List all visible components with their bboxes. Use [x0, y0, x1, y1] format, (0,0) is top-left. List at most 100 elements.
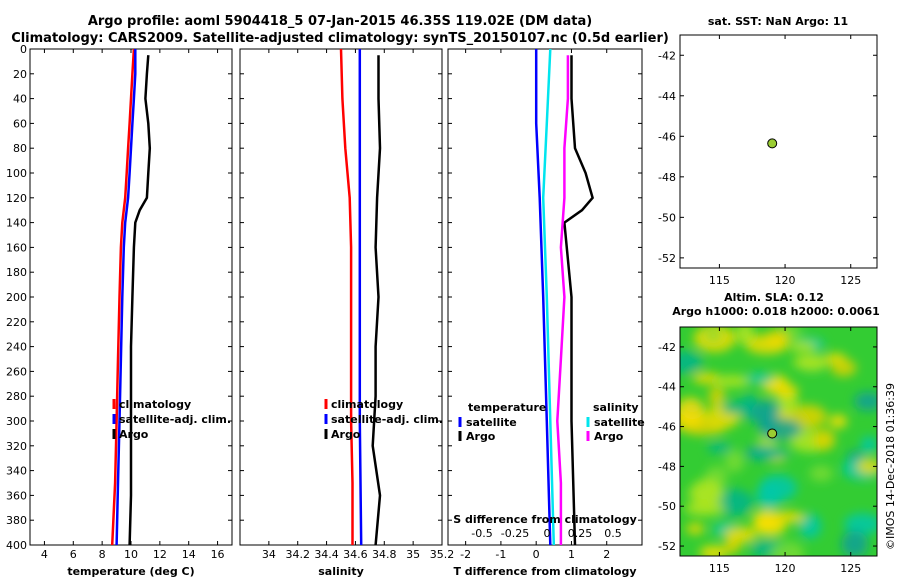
sla-heatmap-cell	[699, 545, 728, 556]
sla-heatmap	[680, 327, 877, 556]
difference-xtick-label: -2	[460, 548, 471, 561]
depth-tick-label: 360	[6, 489, 27, 502]
salinity-panel: 34 34.2 34.4 34.6 34.8 35 35.2 salinity climatol…	[239, 48, 454, 578]
depth-tick-label: 160	[6, 241, 27, 254]
sla-heatmap-cell	[736, 327, 754, 345]
depth-tick-label: 380	[6, 514, 27, 527]
temperature-series-argo	[128, 55, 152, 546]
secondary-xtick-label: 0.5	[604, 527, 622, 540]
difference-xtick-label: 0	[533, 548, 540, 561]
temperature-series-climatology	[110, 48, 136, 546]
sla-heatmap-blobs	[680, 327, 877, 556]
sla-heatmap-cell	[770, 541, 805, 556]
sla-heatmap-cell	[773, 383, 799, 398]
sla-heatmap-cell	[713, 375, 751, 388]
map-xtick-label: 125	[840, 562, 861, 575]
sla-map-panel: -42 -44 -46 -48 -50 -52 115 120 125 Altim. SLA: 0…	[658, 291, 880, 575]
sla-heatmap-cell	[680, 397, 705, 426]
map-ytick-label: -50	[658, 500, 676, 513]
map-frame	[679, 326, 878, 557]
depth-tick-label: 200	[6, 291, 27, 304]
difference-series-s-satellite	[541, 48, 556, 546]
difference-panel: -2 -1 0 1 2 T difference from climatology temp…	[447, 48, 645, 578]
difference-series-t-satellite	[534, 49, 552, 546]
map-ytick-label: -44	[658, 90, 676, 103]
legend-label: climatology	[331, 398, 403, 411]
secondary-xtick-label: 0.25	[568, 527, 593, 540]
sla-heatmap-cell	[856, 458, 877, 475]
temperature-xlabel: temperature (deg C)	[67, 565, 194, 578]
map-ytick-label: -46	[658, 421, 676, 434]
sla-heatmap-cell	[690, 479, 723, 507]
legend-label: satellite-adj. clim.	[331, 413, 443, 426]
depth-tick-label: 320	[6, 440, 27, 453]
difference-series-t-argo	[563, 55, 594, 546]
sla-heatmap-cell	[830, 359, 857, 377]
sla-heatmap-cell	[854, 391, 877, 411]
depth-tick-label: 20	[13, 68, 27, 81]
temperature-xtick-label: 14	[182, 548, 196, 561]
depth-tick-label: 140	[6, 217, 27, 230]
temperature-xtick-label: 10	[124, 548, 138, 561]
salinity-xlabel: salinity	[318, 565, 364, 578]
temperature-xtick-label: 4	[41, 548, 48, 561]
difference-axes-frame	[447, 48, 643, 546]
depth-tick-label: 240	[6, 341, 27, 354]
depth-tick-label: 80	[13, 142, 27, 155]
figure-title-line1: Argo profile: aoml 5904418_5 07-Jan-2015…	[88, 14, 592, 29]
map-xtick-label: 120	[775, 274, 796, 287]
sla-heatmap-cell	[828, 414, 848, 429]
depth-tick-label: 280	[6, 390, 27, 403]
depth-tick-label: 400	[6, 539, 27, 552]
figure-title-line2: Climatology: CARS2009. Satellite-adjuste…	[11, 31, 669, 46]
sla-heatmap-cell	[758, 417, 800, 441]
sla-heatmap-cell	[724, 449, 745, 473]
salinity-xtick-label: 34.4	[314, 548, 339, 561]
difference-xtick-label: 1	[568, 548, 575, 561]
legend-label: Argo	[594, 430, 624, 443]
depth-tick-label: 260	[6, 365, 27, 378]
map-ytick-label: -52	[658, 252, 676, 265]
argo-location-point	[767, 428, 778, 439]
difference-xtick-label: 2	[603, 548, 610, 561]
sla-heatmap-cell	[813, 429, 836, 451]
sla-heatmap-cell	[723, 526, 757, 544]
sla-heatmap-cell	[860, 436, 877, 454]
secondary-xtick-label: 0	[544, 527, 551, 540]
map-ytick-label: -48	[658, 460, 676, 473]
depth-tick-label: 100	[6, 167, 27, 180]
sla-heatmap-cell	[841, 530, 869, 556]
legend-label: Argo	[466, 430, 496, 443]
map-frame	[679, 34, 878, 269]
legend-label: satellite	[594, 416, 645, 429]
sla-heatmap-cell	[809, 465, 833, 482]
sst-map-panel: -42 -44 -46 -48 -50 -52 115 120 125 sat. SST: NaN…	[658, 15, 878, 287]
map-xtick-label: 125	[840, 274, 861, 287]
secondary-xtick-label: -0.25	[501, 527, 529, 540]
sla-heatmap-cell	[680, 351, 703, 374]
depth-tick-label: 340	[6, 465, 27, 478]
legend-label: satellite-adj. clim.	[119, 413, 231, 426]
temperature-xtick-label: 6	[70, 548, 77, 561]
sla-heatmap-cell	[704, 330, 723, 341]
legend-right-title: salinity	[593, 401, 639, 414]
map-xtick-label: 115	[709, 562, 730, 575]
argo-location-point	[767, 138, 778, 149]
sst-map-title: sat. SST: NaN Argo: 11	[708, 15, 848, 28]
map-xtick-label: 115	[709, 274, 730, 287]
sla-heatmap-cell	[844, 513, 877, 535]
map-ytick-label: -50	[658, 211, 676, 224]
sla-heatmap-cell	[790, 404, 827, 429]
sla-heatmap-cell	[707, 442, 732, 453]
sla-heatmap-cell	[721, 401, 747, 415]
difference-xtick-label: -1	[495, 548, 506, 561]
depth-tick-label: 220	[6, 316, 27, 329]
legend-label: climatology	[119, 398, 191, 411]
depth-tick-label: 0	[20, 43, 27, 56]
sla-heatmap-cell	[745, 334, 789, 355]
sla-map-title-line1: Altim. SLA: 0.12	[724, 291, 824, 304]
salinity-axes-frame	[239, 48, 443, 546]
sla-heatmap-cell	[686, 523, 705, 535]
legend-label: Argo	[119, 428, 149, 441]
